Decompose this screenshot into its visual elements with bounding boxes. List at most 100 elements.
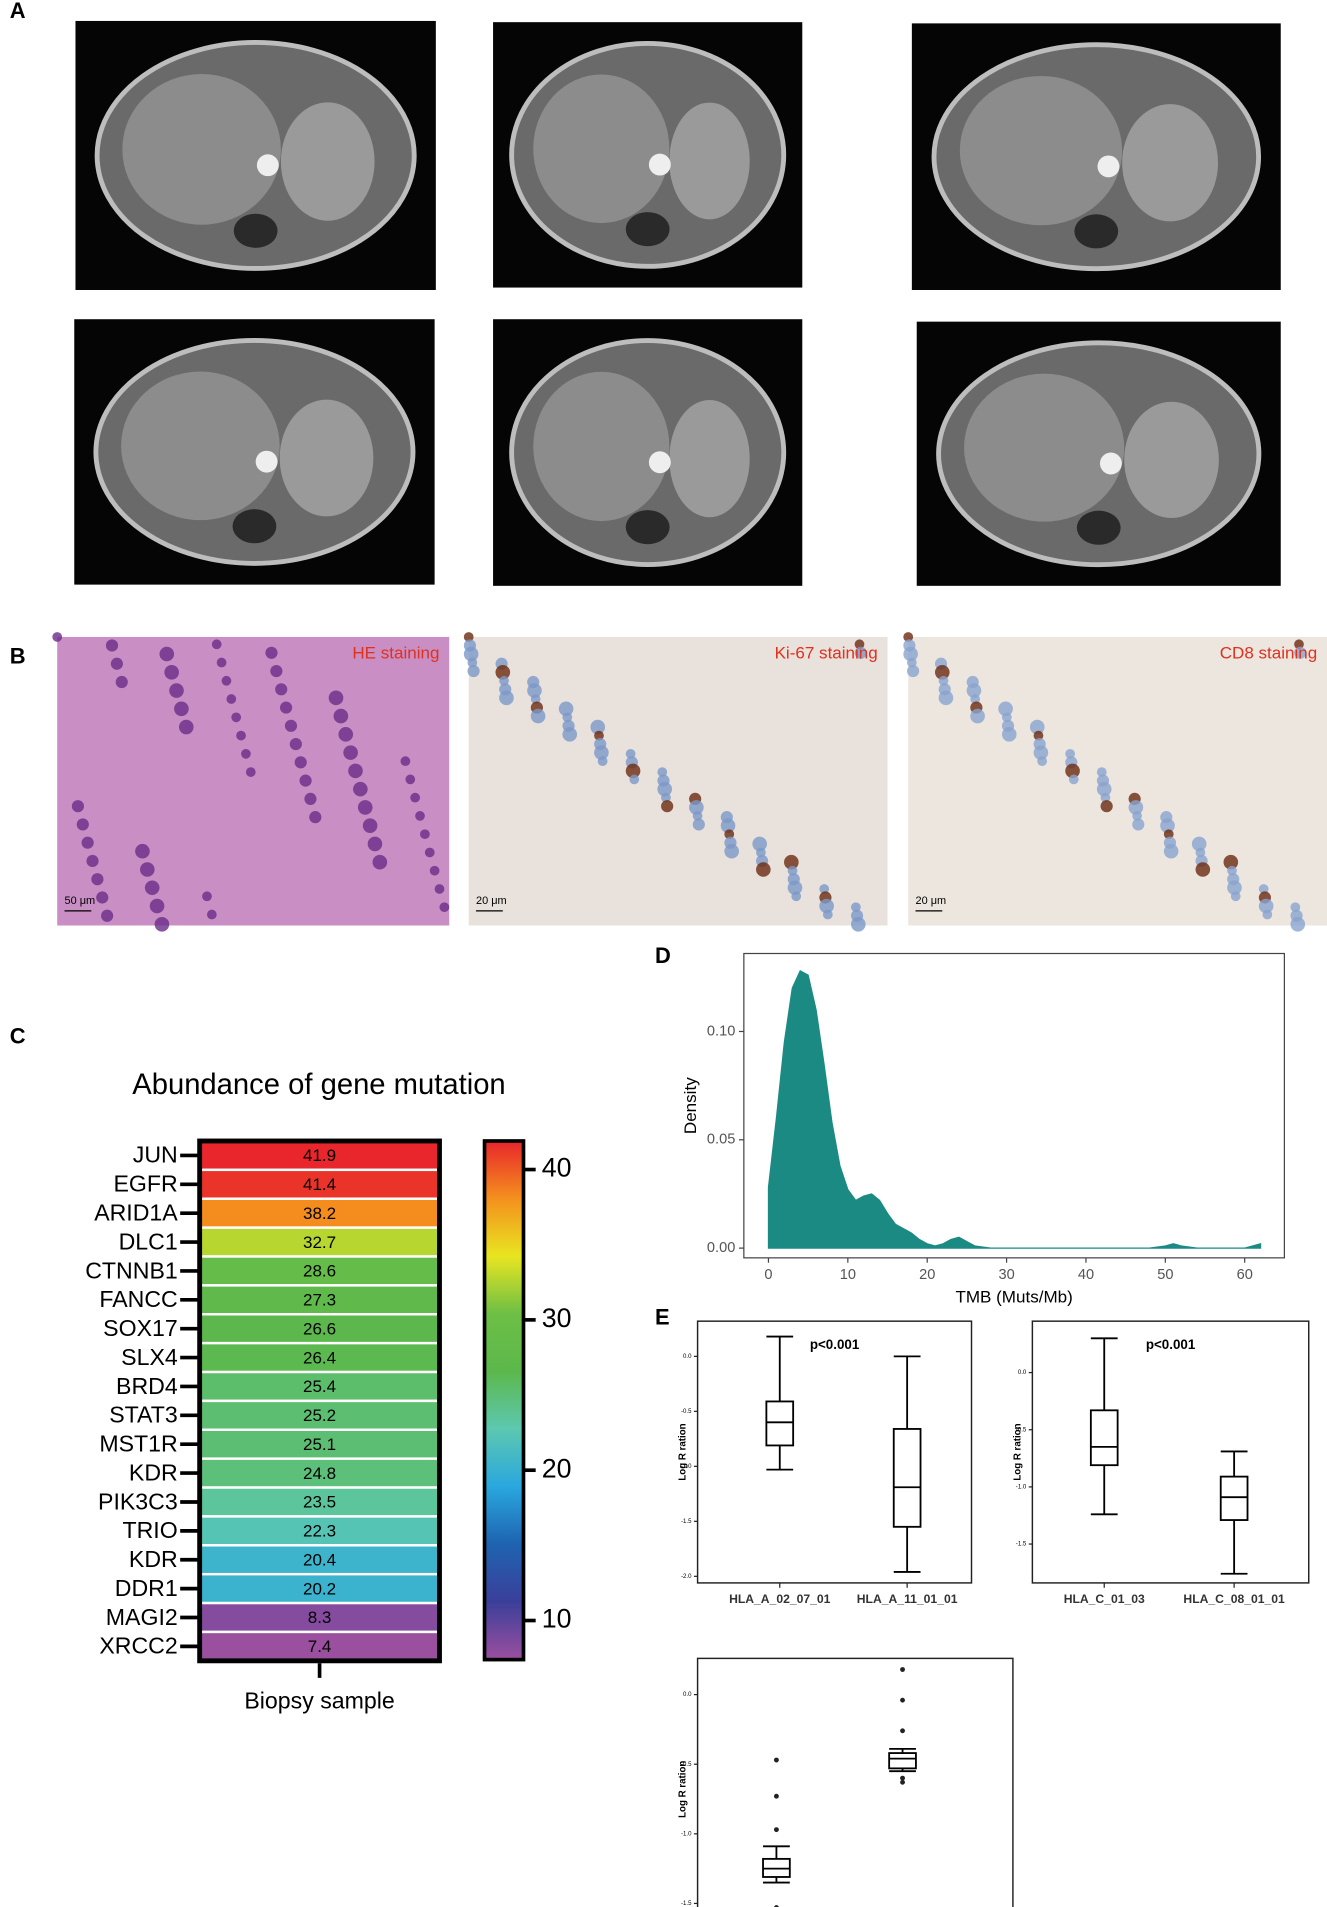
chart-title: Abundance of gene mutation [132,1069,505,1101]
cell-nucleus [140,862,155,877]
cell-nucleus [1223,854,1239,870]
cell-nucleus [1128,800,1144,815]
cell-nucleus [558,701,574,717]
mri-liver [964,373,1125,522]
histology-image [463,632,888,932]
cell-nucleus [1258,898,1274,914]
cell-nucleus [304,792,317,805]
box [1219,1475,1249,1521]
cell-nucleus [135,843,150,859]
heatmap-cell [198,1457,441,1489]
x-label: TMB (Muts/Mb) [955,1288,1072,1307]
x-tick-label: HLA_C_08_01_01 [1183,1592,1285,1606]
cell-nucleus [1033,745,1049,760]
cell-nucleus [819,884,830,894]
cell-nucleus [720,818,736,833]
cell-nucleus [463,632,474,642]
cell-nucleus [86,854,99,868]
cell-label: 7.4 [308,1637,332,1656]
mri-liver [533,74,670,224]
cell-nucleus [1160,818,1175,833]
cell-nucleus [906,657,917,668]
x-tick-label: 0 [764,1267,772,1283]
y-tick-label: -2.0 [681,1573,692,1580]
x-tick-label: HLA_A_11_01_01 [857,1592,958,1606]
cell-label: 8.3 [308,1608,332,1627]
x-tick-label: HLA_A_02_07_01 [729,1592,831,1606]
colorbar-tick-label: 30 [542,1303,572,1333]
gene-label: XRCC2 [99,1633,177,1659]
cell-nucleus [467,657,478,668]
gene-label: DDR1 [115,1575,178,1601]
gene-label: ARID1A [94,1200,178,1226]
cell-nucleus [1227,865,1237,876]
density-area [767,969,1262,1249]
histology-image [52,632,450,932]
cell-nucleus [245,767,256,777]
cell-nucleus [530,694,541,704]
annotation: p<0.001 [1146,1337,1196,1352]
staining-label: Ki-67 staining [775,644,878,663]
plot-frame [1031,1320,1310,1584]
mri-liver [122,74,281,225]
cell-nucleus [1132,811,1142,821]
cell-label: 20.2 [303,1579,336,1598]
cell-nucleus [692,818,705,831]
mri-spine [1076,510,1121,545]
panel-label: D [655,943,671,968]
cell-nucleus [692,811,703,821]
cell-nucleus [115,675,128,689]
cell-nucleus [434,884,445,894]
y-tick-label: 0.0 [1018,1369,1027,1376]
cell-nucleus [1132,818,1145,831]
gene-label: DLC1 [119,1228,178,1254]
panel-label: C [10,1023,26,1048]
cell-label: 20.4 [303,1550,336,1569]
cell-label: 38.2 [303,1204,336,1223]
cell-nucleus [597,756,608,767]
cell-nucleus [499,675,509,686]
gene-label: FANCC [99,1286,177,1312]
gene-label: SLX4 [121,1344,178,1370]
mri-liver [959,75,1123,226]
histology-image [903,632,1327,932]
heatmap-cell [198,1226,441,1258]
cell-label: 28.6 [303,1262,336,1281]
cell-nucleus [1096,781,1112,797]
cell-nucleus [657,781,673,797]
outlier [900,1775,905,1781]
cell-nucleus [661,800,674,813]
cell-nucleus [353,781,368,797]
cell-nucleus [328,690,344,706]
cell-nucleus [424,847,435,858]
scale-bar-label: 50 μm [65,895,96,907]
cell-nucleus [1096,767,1107,777]
mri-image [911,23,1281,290]
mri-aorta [1097,155,1120,178]
colorbar-tick-label: 10 [542,1604,572,1634]
cell-nucleus [367,836,383,852]
outlier [900,1779,905,1785]
cell-nucleus [784,854,799,870]
cell-nucleus [1262,909,1273,920]
cell-nucleus [357,800,373,815]
mri-spleen [279,399,374,517]
cell-nucleus [562,712,573,723]
cell-nucleus [854,646,867,659]
cell-nucleus [1001,712,1012,723]
gene-label: EGFR [113,1171,177,1197]
y-tick-label: -1.0 [681,1463,692,1470]
mri-spleen [1124,401,1219,518]
cell-nucleus [429,865,440,876]
cell-nucleus [280,701,293,714]
cell-nucleus [400,756,411,767]
cell-nucleus [1294,639,1304,650]
cell-label: 32.7 [303,1233,336,1252]
box [1089,1409,1119,1467]
colorbar-tick-label: 20 [542,1453,572,1483]
cell-nucleus [938,675,949,686]
gene-label: MST1R [99,1431,177,1457]
outlier [773,1757,779,1763]
cell-nucleus [144,880,160,896]
cell-nucleus [625,748,636,759]
